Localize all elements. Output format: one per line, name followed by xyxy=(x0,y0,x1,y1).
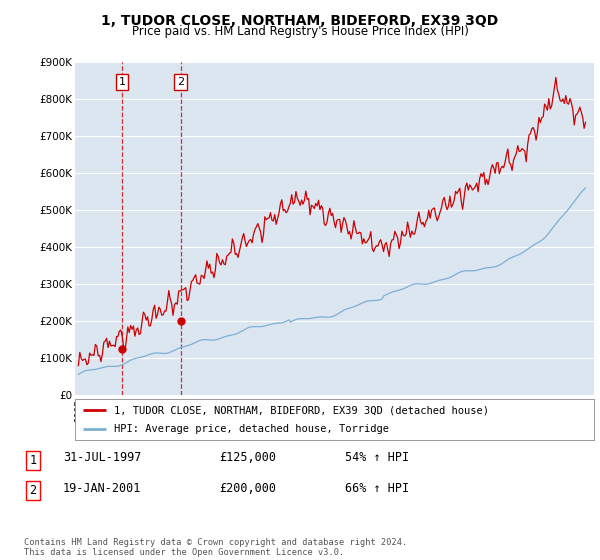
Text: 2: 2 xyxy=(29,484,37,497)
Text: Contains HM Land Registry data © Crown copyright and database right 2024.
This d: Contains HM Land Registry data © Crown c… xyxy=(24,538,407,557)
Text: 66% ↑ HPI: 66% ↑ HPI xyxy=(345,482,409,494)
Text: 54% ↑ HPI: 54% ↑ HPI xyxy=(345,451,409,464)
Text: 2: 2 xyxy=(177,77,184,87)
Text: Price paid vs. HM Land Registry's House Price Index (HPI): Price paid vs. HM Land Registry's House … xyxy=(131,25,469,38)
Text: 1: 1 xyxy=(118,77,125,87)
Text: 1, TUDOR CLOSE, NORTHAM, BIDEFORD, EX39 3QD: 1, TUDOR CLOSE, NORTHAM, BIDEFORD, EX39 … xyxy=(101,14,499,28)
Text: 31-JUL-1997: 31-JUL-1997 xyxy=(63,451,142,464)
Text: 19-JAN-2001: 19-JAN-2001 xyxy=(63,482,142,494)
Text: 1: 1 xyxy=(29,454,37,466)
Text: £200,000: £200,000 xyxy=(219,482,276,494)
Text: 1, TUDOR CLOSE, NORTHAM, BIDEFORD, EX39 3QD (detached house): 1, TUDOR CLOSE, NORTHAM, BIDEFORD, EX39 … xyxy=(114,405,489,415)
Text: HPI: Average price, detached house, Torridge: HPI: Average price, detached house, Torr… xyxy=(114,424,389,433)
Text: £125,000: £125,000 xyxy=(219,451,276,464)
